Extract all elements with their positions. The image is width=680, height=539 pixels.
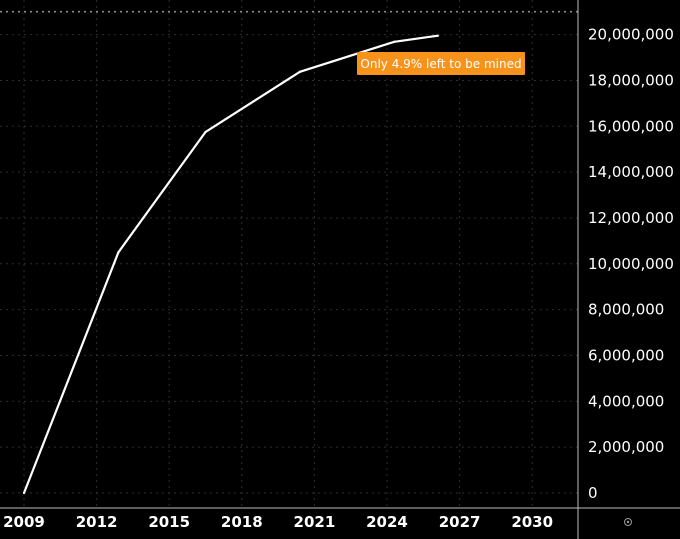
y-tick-label: 20,000,000 [588, 26, 674, 44]
annotation-text: Only 4.9% left to be mined [360, 57, 521, 71]
y-tick-label: 12,000,000 [588, 209, 674, 227]
y-tick-label: 8,000,000 [588, 301, 664, 319]
y-tick-label: 4,000,000 [588, 392, 664, 410]
annotation-callout: Only 4.9% left to be mined [357, 52, 525, 75]
x-tick-label: 2024 [366, 513, 408, 531]
grid [0, 0, 578, 508]
x-tick-label: 2018 [221, 513, 263, 531]
settings-icon[interactable] [624, 518, 632, 526]
x-tick-label: 2021 [294, 513, 336, 531]
y-tick-label: 16,000,000 [588, 117, 674, 135]
y-tick-label: 18,000,000 [588, 71, 674, 89]
y-axis-ticks: 0 2,000,000 4,000,000 6,000,000 8,000,000 10,… [588, 26, 674, 502]
x-tick-label: 2027 [439, 513, 481, 531]
supply-series-line [22, 34, 438, 494]
series-point [393, 40, 396, 43]
y-tick-label: 14,000,000 [588, 163, 674, 181]
series-point [298, 70, 301, 73]
y-tick-label: 2,000,000 [588, 438, 664, 456]
x-axis-ticks: 2009 2012 2015 2018 2021 2024 2027 2030 [3, 513, 553, 531]
y-tick-label: 6,000,000 [588, 346, 664, 364]
series-point [436, 34, 439, 37]
y-tick-label: 10,000,000 [588, 255, 674, 273]
series-point [204, 130, 207, 134]
x-tick-label: 2009 [3, 513, 45, 531]
annotation-box [357, 52, 525, 75]
x-tick-label: 2030 [511, 513, 553, 531]
x-tick-label: 2012 [76, 513, 118, 531]
y-tick-label: 0 [588, 484, 598, 502]
series-point [117, 251, 120, 254]
x-tick-label: 2015 [148, 513, 190, 531]
series-point [22, 491, 26, 495]
